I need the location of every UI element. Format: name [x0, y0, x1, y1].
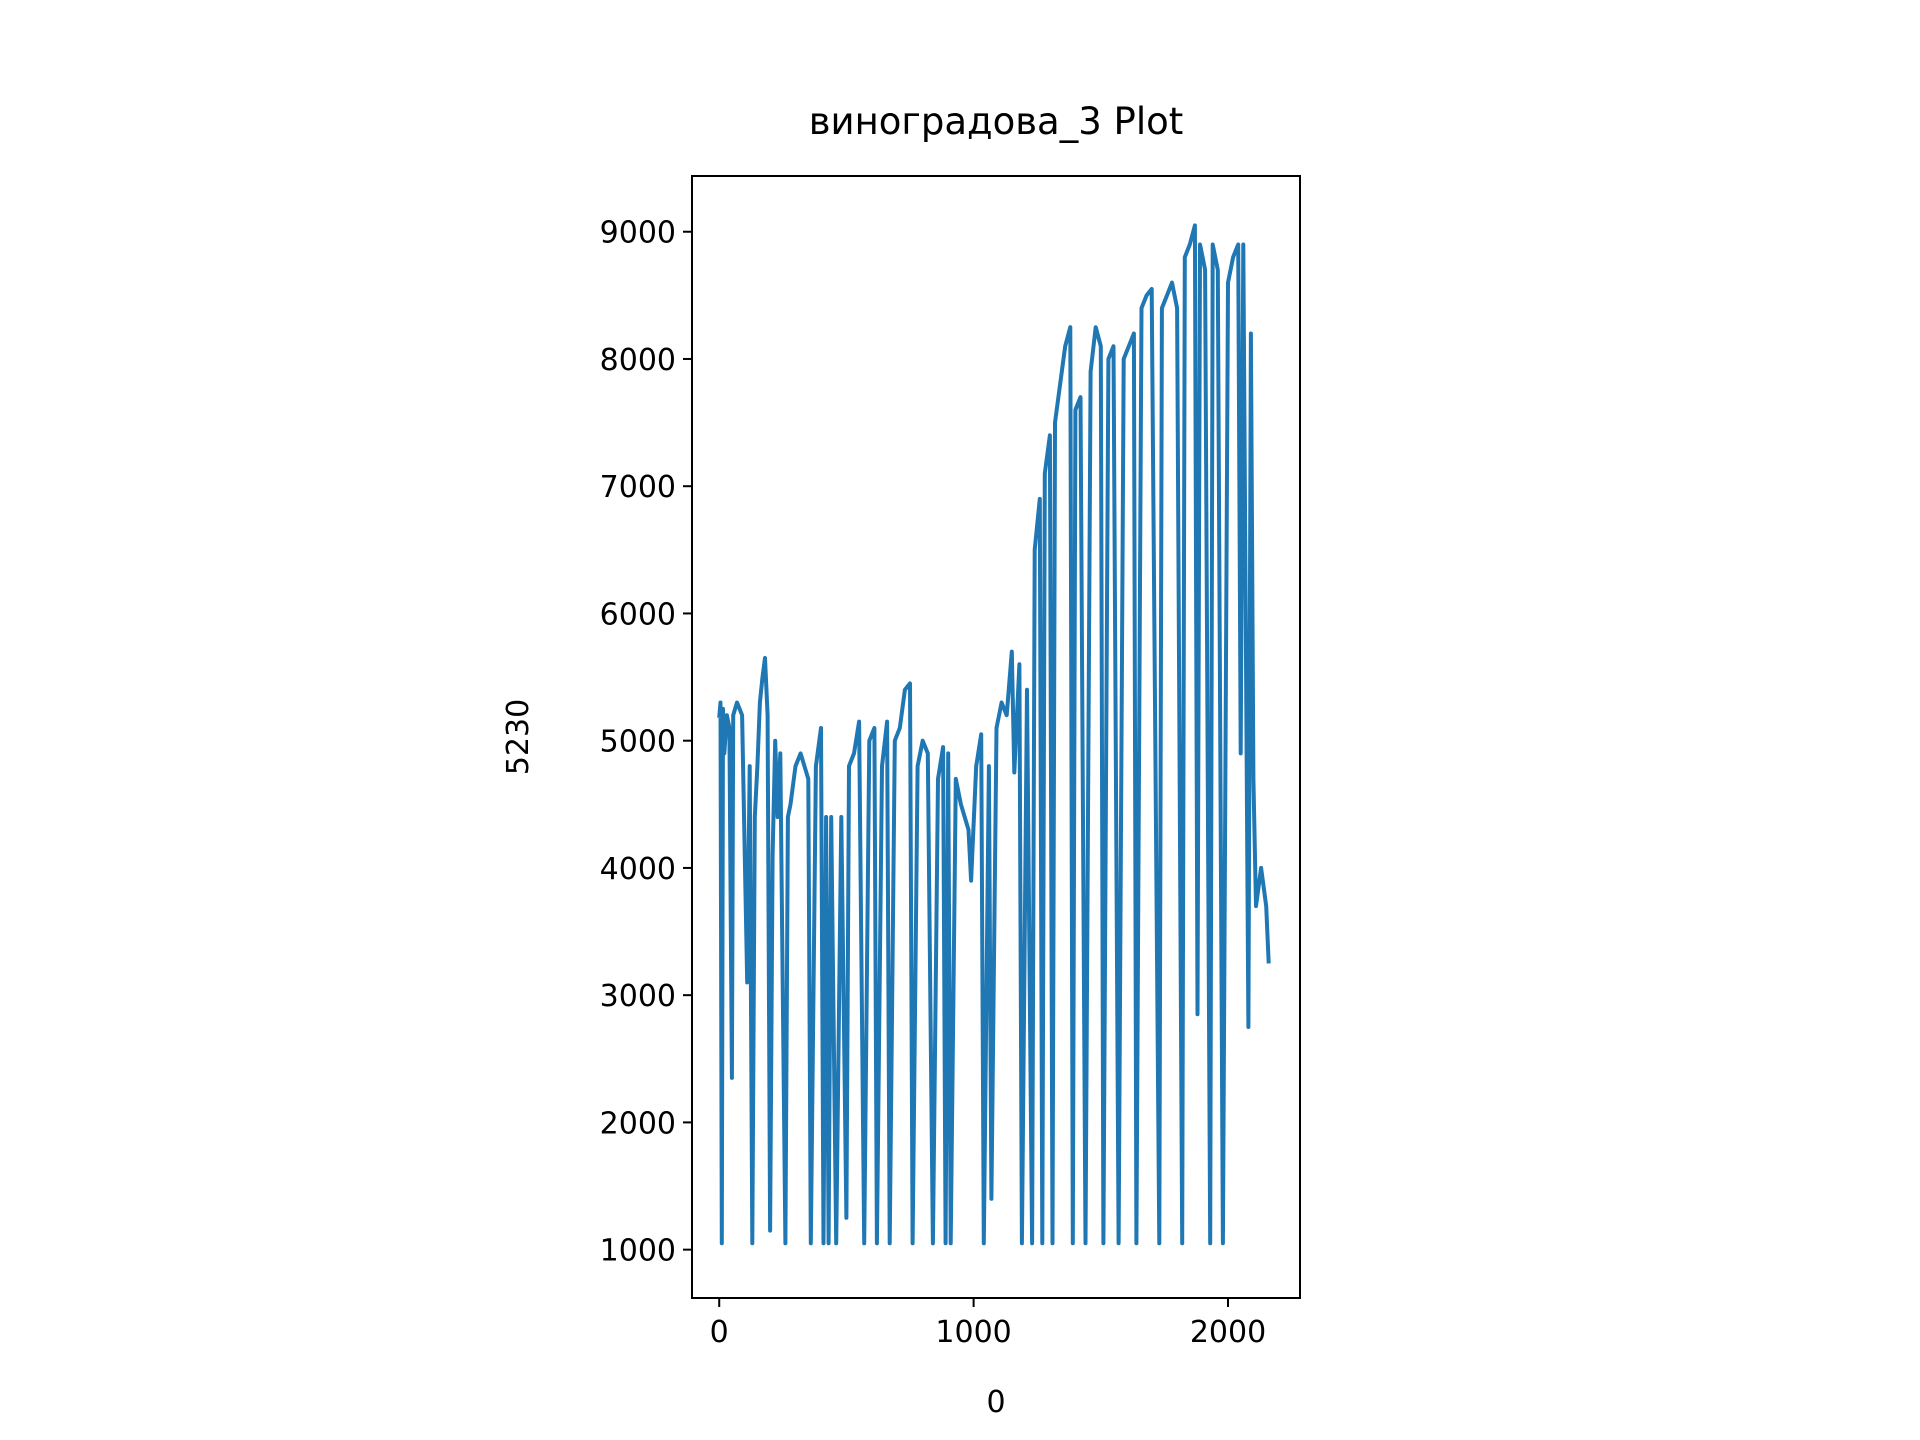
y-tick-label: 3000: [600, 979, 676, 1014]
chart-title: виноградова_3 Plot: [809, 100, 1184, 143]
x-tick-label: 2000: [1190, 1315, 1266, 1350]
x-tick-label: 1000: [935, 1315, 1011, 1350]
y-tick-label: 6000: [600, 597, 676, 632]
data-line: [717, 223, 1271, 1246]
y-axis-label: 5230: [501, 699, 536, 775]
y-tick-label: 9000: [600, 216, 676, 251]
y-tick-label: 4000: [600, 852, 676, 887]
y-tick-label: 2000: [600, 1106, 676, 1141]
y-tick-label: 5000: [600, 725, 676, 760]
y-tick-label: 8000: [600, 343, 676, 378]
x-axis-label: 0: [986, 1385, 1005, 1420]
y-tick-label: 1000: [600, 1234, 676, 1269]
x-tick-label: 0: [710, 1315, 729, 1350]
plot-frame: [691, 175, 1301, 1299]
y-tick-label: 7000: [600, 470, 676, 505]
